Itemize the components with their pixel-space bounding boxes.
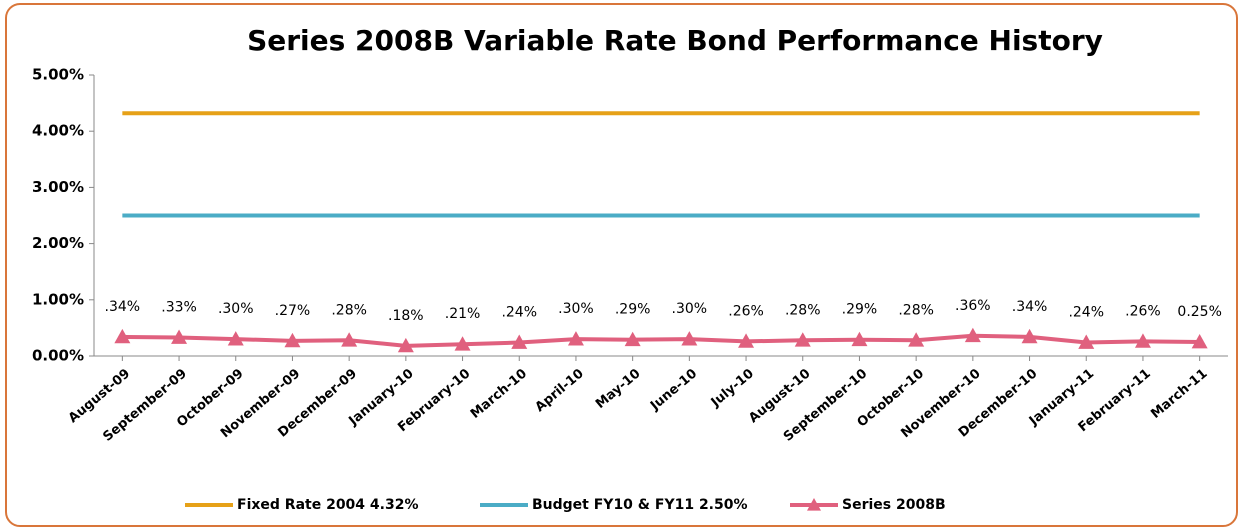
data-label: .18% <box>388 308 424 324</box>
data-point <box>341 332 358 347</box>
data-label: .28% <box>898 302 934 318</box>
data-label: 0.25% <box>1177 304 1221 320</box>
data-point <box>964 327 981 343</box>
data-label: .33% <box>161 299 197 315</box>
data-point <box>114 328 131 344</box>
y-tick-label: 1.00% <box>32 290 84 308</box>
data-point <box>851 331 868 347</box>
data-point <box>624 331 641 347</box>
data-point <box>908 332 925 347</box>
y-tick-label: 3.00% <box>32 178 84 196</box>
series-line <box>122 333 1200 348</box>
data-label: .26% <box>1125 303 1161 319</box>
data-label: .24% <box>501 305 537 321</box>
data-point <box>284 332 301 348</box>
chart-frame <box>5 3 1238 527</box>
data-label: .26% <box>728 303 764 319</box>
data-point <box>567 331 584 346</box>
data-label: .30% <box>218 301 254 317</box>
data-point <box>738 333 755 348</box>
data-label: .34% <box>1012 299 1048 315</box>
chart-title: Series 2008B Variable Rate Bond Performa… <box>247 24 1103 57</box>
y-tick-label: 2.00% <box>32 234 84 252</box>
data-label: .36% <box>955 298 991 314</box>
legend-label: Budget FY10 & FY11 2.50% <box>532 497 748 513</box>
data-point <box>681 331 698 346</box>
data-point <box>397 337 414 353</box>
data-point <box>1134 333 1151 348</box>
legend-label: Fixed Rate 2004 4.32% <box>237 497 418 513</box>
data-label: .34% <box>105 299 141 315</box>
data-label: .29% <box>842 302 878 318</box>
y-tick-label: 0.00% <box>32 347 84 365</box>
data-point <box>454 336 471 351</box>
data-label: .29% <box>615 302 651 318</box>
data-label: .27% <box>275 303 311 319</box>
data-label: .28% <box>331 302 367 318</box>
data-point <box>1078 334 1095 349</box>
data-point <box>794 332 811 347</box>
legend-label: Series 2008B <box>842 497 946 513</box>
data-label: .30% <box>558 301 594 317</box>
data-point <box>1191 333 1208 349</box>
data-label: .21% <box>445 306 481 322</box>
data-point <box>171 329 188 344</box>
data-point <box>1021 328 1038 344</box>
data-label: .30% <box>672 301 708 317</box>
data-label: .28% <box>785 302 821 318</box>
y-tick-label: 4.00% <box>32 122 84 140</box>
y-tick-label: 5.00% <box>32 66 84 84</box>
data-point <box>227 331 244 346</box>
legend-marker <box>807 498 821 511</box>
data-label: .24% <box>1068 305 1104 321</box>
data-point <box>511 334 528 349</box>
